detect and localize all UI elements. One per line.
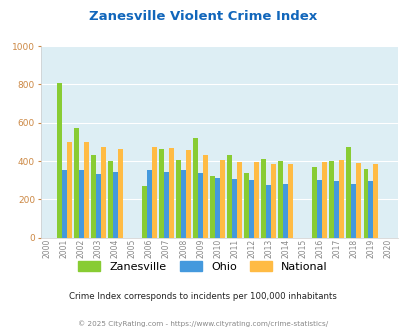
Bar [316, 180, 321, 238]
Bar [100, 147, 105, 238]
Bar [232, 179, 237, 238]
Text: Zanesville Violent Crime Index: Zanesville Violent Crime Index [89, 10, 316, 23]
Bar [181, 170, 185, 238]
Bar [220, 159, 224, 238]
Bar [193, 138, 198, 238]
Bar [96, 174, 100, 238]
Bar [164, 172, 168, 238]
Bar [345, 147, 350, 238]
Bar [210, 176, 215, 238]
Bar [237, 162, 241, 238]
Bar [168, 148, 173, 238]
Bar [91, 155, 96, 238]
Bar [312, 167, 316, 238]
Bar [117, 149, 122, 238]
Bar [372, 164, 377, 238]
Bar [151, 147, 156, 238]
Bar [147, 170, 151, 238]
Bar [67, 142, 71, 238]
Bar [362, 169, 367, 238]
Bar [338, 160, 343, 238]
Bar [367, 181, 372, 238]
Bar [249, 180, 253, 238]
Text: Crime Index corresponds to incidents per 100,000 inhabitants: Crime Index corresponds to incidents per… [69, 292, 336, 301]
Bar [287, 164, 292, 238]
Bar [202, 155, 207, 238]
Bar [283, 184, 287, 238]
Bar [244, 174, 249, 238]
Bar [350, 184, 355, 238]
Bar [198, 174, 202, 238]
Bar [108, 161, 113, 238]
Bar [270, 164, 275, 238]
Bar [83, 143, 88, 238]
Bar [253, 162, 258, 238]
Bar [176, 160, 181, 238]
Bar [113, 172, 117, 238]
Bar [261, 159, 266, 238]
Bar [321, 162, 326, 238]
Bar [266, 184, 270, 238]
Bar [329, 161, 333, 238]
Bar [215, 178, 220, 238]
Bar [227, 155, 232, 238]
Bar [185, 150, 190, 238]
Bar [142, 186, 147, 238]
Bar [159, 148, 164, 238]
Bar [278, 161, 283, 238]
Bar [57, 82, 62, 238]
Text: © 2025 CityRating.com - https://www.cityrating.com/crime-statistics/: © 2025 CityRating.com - https://www.city… [78, 320, 327, 327]
Bar [355, 163, 360, 238]
Bar [333, 181, 338, 238]
Bar [74, 127, 79, 238]
Legend: Zanesville, Ohio, National: Zanesville, Ohio, National [75, 258, 330, 276]
Bar [62, 170, 67, 238]
Bar [79, 170, 83, 238]
